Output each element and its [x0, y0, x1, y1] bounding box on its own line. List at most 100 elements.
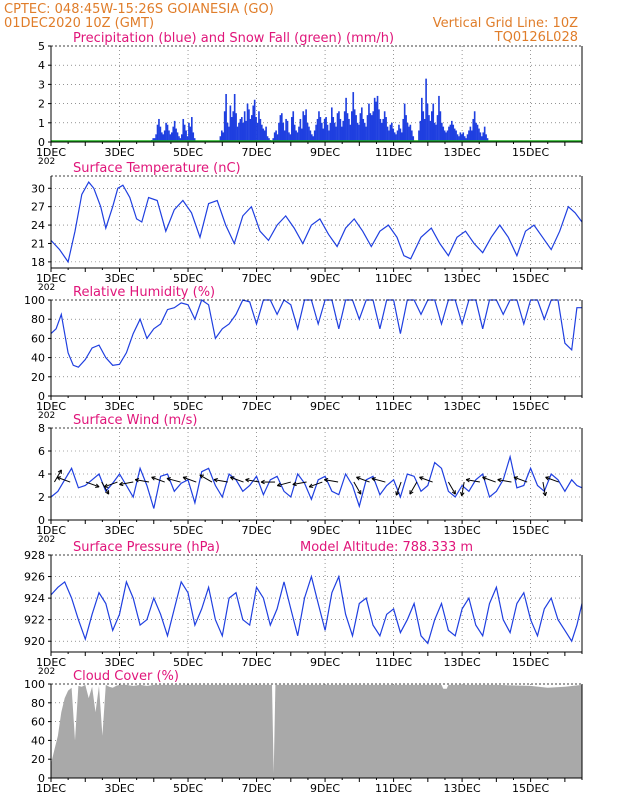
wind-arrow [182, 476, 197, 483]
temperature-xtick-label: 3DEC [104, 272, 134, 285]
precip-bar [175, 128, 177, 142]
precip-bar [258, 111, 260, 142]
precip-bar [426, 103, 429, 142]
humidity-xtick-label: 3DEC [104, 400, 134, 413]
wind-arrow [419, 476, 433, 483]
precip-bar [299, 118, 302, 142]
precip-bar [348, 118, 350, 142]
precip-bar [422, 111, 425, 142]
wind-arrowhead [134, 477, 140, 483]
wind-xtick-label: 5DEC [173, 524, 203, 537]
precip-bar [308, 126, 310, 142]
precip-bar [475, 122, 477, 142]
precip-bar [226, 122, 229, 142]
precip-bar [470, 130, 473, 142]
precip-bar [360, 107, 363, 142]
precip-bar [259, 118, 262, 142]
precip-bar [439, 111, 442, 142]
precip-bar [239, 118, 242, 142]
wind-ytick-label: 8 [38, 422, 45, 435]
wind-arrowhead [542, 491, 548, 497]
wind-arrowhead [419, 476, 424, 481]
cloud-ytick-label: 80 [31, 697, 45, 710]
station-header: CPTEC: 048:45W-15:26S GOIANESIA (GO) [4, 2, 274, 17]
cloud-xtick-label: 7DEC [241, 782, 271, 795]
wind-arrow [135, 479, 150, 483]
precip-bar [275, 130, 277, 142]
precip-bar [162, 134, 165, 142]
wind-arrow [482, 476, 496, 483]
precip-bar [232, 111, 235, 142]
precip-bar [338, 111, 340, 142]
humidity-ytick-label: 60 [31, 332, 45, 345]
precip-bar [250, 115, 253, 142]
precip-bar [329, 122, 332, 142]
cloud-title: Cloud Cover (%) [73, 669, 179, 684]
grid-note: Vertical Grid Line: 10Z [433, 16, 578, 31]
precip-bar [252, 105, 255, 142]
humidity-xtick-label: 11DEC [375, 400, 412, 413]
wind-xtick-label: 7DEC [241, 524, 271, 537]
precip-bar [408, 126, 410, 142]
humidity-ytick-label: 20 [31, 371, 45, 384]
temperature-ytick-label: 21 [31, 237, 45, 250]
precip-bar [450, 120, 453, 142]
wind-arrow [545, 476, 559, 483]
precip-bar [179, 138, 182, 142]
precip-bar [313, 130, 316, 142]
precip-bar [409, 124, 412, 142]
precip-bar [359, 113, 362, 142]
wind-arrow [213, 479, 228, 483]
wind-ytick-label: 2 [38, 491, 45, 504]
precip-bar [255, 117, 257, 142]
wind-arrow [292, 481, 307, 485]
precip-bar [339, 118, 342, 142]
precip-bar [253, 99, 256, 142]
humidity-xtick-label: 9DEC [310, 400, 340, 413]
pressure-ytick-label: 924 [24, 592, 45, 605]
precip-bar [315, 124, 317, 142]
precip-bar [260, 124, 263, 142]
precip-bar [248, 109, 250, 142]
temperature-xtick-label: 9DEC [310, 272, 340, 285]
temperature-xtick-label: 15DEC [512, 272, 549, 285]
precip-bar [432, 103, 435, 142]
precip-bar [382, 118, 385, 142]
precip-bar [320, 122, 323, 142]
wind-arrow [513, 476, 528, 483]
pressure-xtick-label: 13DEC [444, 656, 481, 669]
precip-bar [349, 124, 352, 142]
cloud-ytick-label: 60 [31, 716, 45, 729]
wind-arrow [497, 479, 512, 483]
precip-bar [326, 124, 329, 142]
precip-bar [476, 124, 479, 142]
cloud-ytick-label: 100 [24, 678, 45, 691]
precip-bar [293, 124, 296, 142]
wind-arrowhead [292, 481, 297, 487]
wind-arrow [199, 474, 213, 483]
precip-bar [152, 138, 155, 142]
precip-bar [486, 138, 489, 142]
precip-bar [185, 130, 187, 142]
precip-xtick-label: 9DEC [310, 146, 340, 159]
precip-bar [468, 130, 470, 142]
precip-bar [480, 136, 483, 142]
precip-bar [443, 130, 446, 142]
wind-arrow [230, 476, 244, 483]
precip-bar [438, 95, 440, 142]
wind-ytick-label: 6 [38, 445, 45, 458]
precip-bar [345, 97, 347, 142]
precip-bar [433, 122, 436, 142]
pressure-ytick-label: 920 [24, 635, 45, 648]
humidity-ytick-label: 0 [38, 390, 45, 403]
precip-bar [180, 134, 183, 142]
pressure-panel: Surface Pressure (hPa) 920 922 924 926 928 1DE… [24, 540, 583, 677]
humidity-ytick-label: 80 [31, 313, 45, 326]
precip-bar [459, 132, 462, 142]
precip-bar [289, 134, 292, 142]
precip-bar [235, 113, 237, 142]
precip-bar [449, 124, 452, 142]
precip-bar [328, 130, 330, 142]
precip-bar [440, 122, 443, 142]
